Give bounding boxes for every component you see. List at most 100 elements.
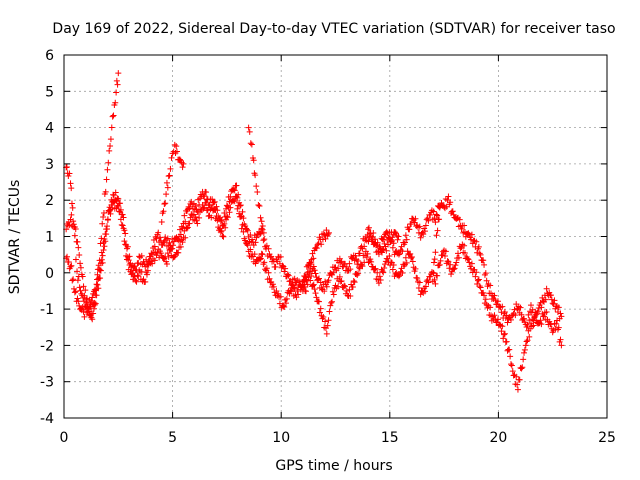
data-point — [491, 312, 498, 319]
data-point — [432, 249, 439, 256]
data-point — [385, 235, 392, 242]
data-point — [180, 160, 187, 167]
series-group — [299, 227, 332, 294]
data-point — [99, 220, 106, 227]
data-point — [112, 196, 119, 203]
data-point — [233, 182, 240, 189]
data-point — [447, 199, 454, 206]
data-point — [162, 234, 169, 241]
data-point — [475, 276, 482, 283]
data-point — [246, 128, 253, 135]
data-point — [361, 243, 368, 250]
data-point — [507, 361, 514, 368]
data-point — [161, 200, 168, 207]
data-point — [203, 199, 210, 206]
data-point — [421, 228, 428, 235]
data-point — [483, 277, 490, 284]
data-point — [376, 243, 383, 250]
data-point — [307, 261, 314, 268]
data-point — [97, 267, 104, 274]
data-point — [533, 311, 540, 318]
series-group — [245, 124, 267, 236]
data-point — [112, 189, 119, 196]
data-point — [184, 224, 191, 231]
data-point — [115, 70, 122, 77]
data-point — [318, 241, 325, 248]
data-point — [265, 245, 272, 252]
data-point — [173, 148, 180, 155]
data-point — [539, 294, 546, 301]
data-point — [514, 386, 521, 393]
data-point — [239, 221, 246, 228]
data-point — [98, 235, 105, 242]
data-point — [77, 264, 84, 271]
data-point — [338, 278, 345, 285]
data-point — [91, 286, 98, 293]
data-point — [167, 165, 174, 172]
data-point — [104, 216, 111, 223]
data-point — [399, 248, 406, 255]
data-point — [213, 203, 220, 210]
data-point — [259, 251, 266, 258]
data-point — [328, 299, 335, 306]
data-point — [427, 273, 434, 280]
label-layer: 0 5 10 15 20 25 -4 -3 -2 -1 0 1 2 3 4 5 6 — [40, 48, 616, 446]
data-point — [417, 291, 424, 298]
data-point — [165, 253, 172, 260]
data-point — [279, 262, 286, 269]
data-point — [475, 243, 482, 250]
data-point — [436, 216, 443, 223]
data-point — [113, 77, 120, 84]
data-point — [80, 283, 87, 290]
data-point — [143, 271, 150, 278]
data-point — [386, 253, 393, 260]
data-point — [68, 200, 75, 207]
data-point — [329, 298, 336, 305]
data-point — [498, 328, 505, 335]
data-point — [224, 214, 231, 221]
data-point — [452, 262, 459, 269]
data-point — [558, 313, 565, 320]
data-point — [79, 273, 86, 280]
data-point — [448, 271, 455, 278]
data-point — [455, 254, 462, 261]
data-point — [239, 208, 246, 215]
data-point — [516, 376, 523, 383]
series-group — [365, 224, 402, 256]
data-point — [480, 257, 487, 264]
data-point — [235, 202, 242, 209]
data-point — [521, 346, 528, 353]
data-point — [135, 273, 142, 280]
data-point — [157, 234, 164, 241]
data-point — [164, 235, 171, 242]
data-point — [389, 244, 396, 251]
data-point — [329, 288, 336, 295]
data-point — [261, 259, 268, 266]
data-point — [301, 281, 308, 288]
data-point — [203, 189, 210, 196]
data-point — [481, 292, 488, 299]
data-point — [186, 220, 193, 227]
data-point — [522, 342, 529, 349]
data-point — [466, 259, 473, 266]
data-point — [379, 268, 386, 275]
data-point — [317, 305, 324, 312]
data-point — [108, 124, 115, 131]
data-point — [526, 333, 533, 340]
data-point — [427, 212, 434, 219]
data-point — [193, 217, 200, 224]
y-tick-label: -2 — [40, 338, 54, 354]
data-point — [75, 298, 82, 305]
data-point — [554, 309, 561, 316]
data-point — [151, 257, 158, 264]
data-point — [449, 208, 456, 215]
data-point — [433, 211, 440, 218]
data-point — [208, 214, 215, 221]
data-point — [218, 227, 225, 234]
data-point — [230, 197, 237, 204]
data-point — [123, 256, 130, 263]
data-point — [553, 320, 560, 327]
data-point — [374, 239, 381, 246]
data-point — [166, 172, 173, 179]
